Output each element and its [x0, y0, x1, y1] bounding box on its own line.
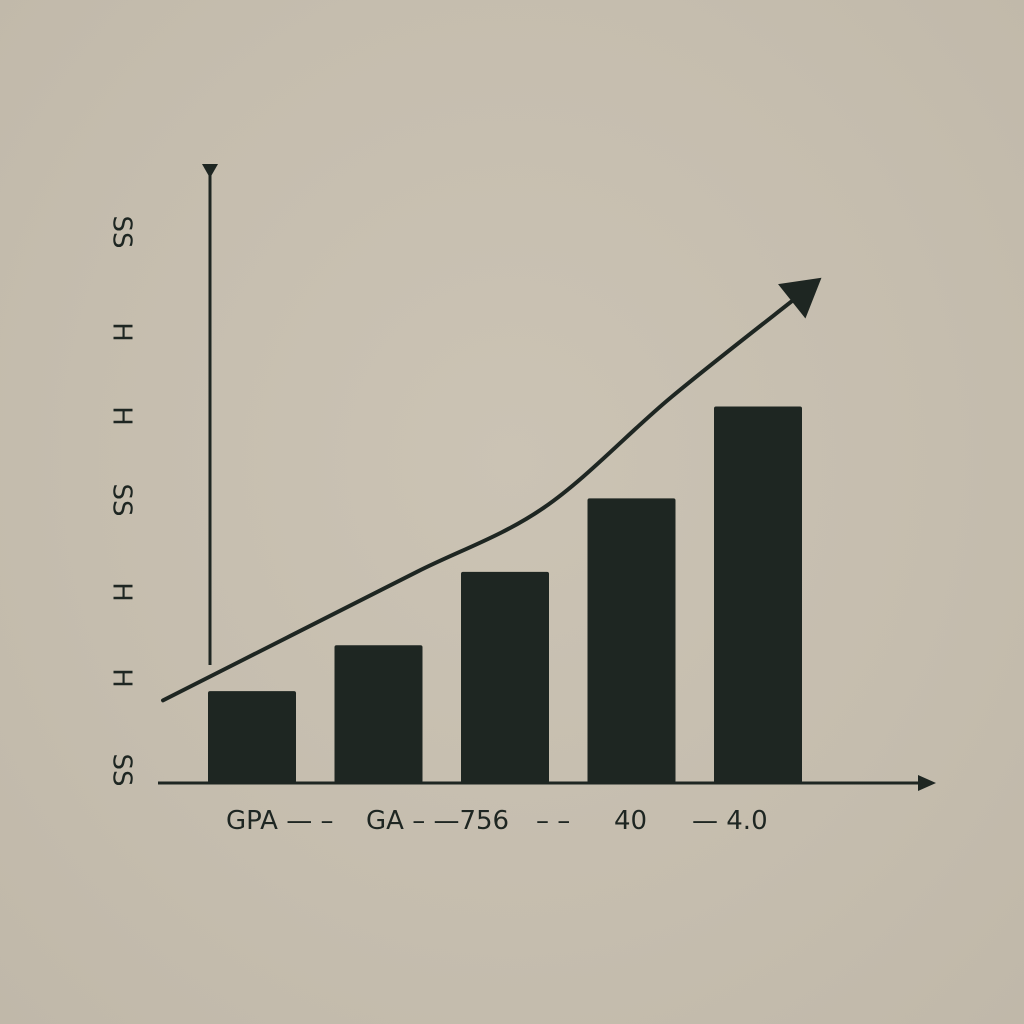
y-axis-top-marker	[202, 164, 218, 178]
trend-arrowhead	[778, 277, 822, 319]
x-tick-label-2: GA – —756	[366, 806, 509, 836]
y-tick-label-6: H	[107, 668, 137, 688]
y-tick-label-5: H	[107, 582, 137, 602]
trend-group	[161, 277, 822, 703]
y-tick-labels: SS H H SS H H SS	[107, 215, 137, 786]
y-tick-label-1: SS	[107, 215, 137, 248]
trend-line	[161, 294, 800, 703]
x-tick-label-1: GPA — –	[226, 806, 333, 836]
bar-4	[587, 498, 676, 783]
y-tick-label-2: H	[107, 322, 137, 342]
y-tick-label-3: H	[107, 406, 137, 426]
bar-2	[334, 645, 423, 783]
bar-5	[714, 406, 802, 783]
bar-3	[461, 571, 549, 783]
x-tick-label-4: 40	[614, 806, 647, 836]
y-tick-label-4: SS	[107, 483, 137, 516]
x-tick-label-3: – –	[536, 806, 570, 836]
x-tick-labels: GPA — – GA – —756 – – 40 — 4.0	[226, 806, 768, 836]
axes-group	[158, 164, 936, 791]
y-tick-label-7: SS	[107, 753, 137, 786]
bar-1	[208, 691, 296, 783]
x-axis-arrowhead	[918, 775, 936, 791]
x-tick-label-5: — 4.0	[692, 806, 768, 836]
bars-group	[208, 406, 802, 783]
